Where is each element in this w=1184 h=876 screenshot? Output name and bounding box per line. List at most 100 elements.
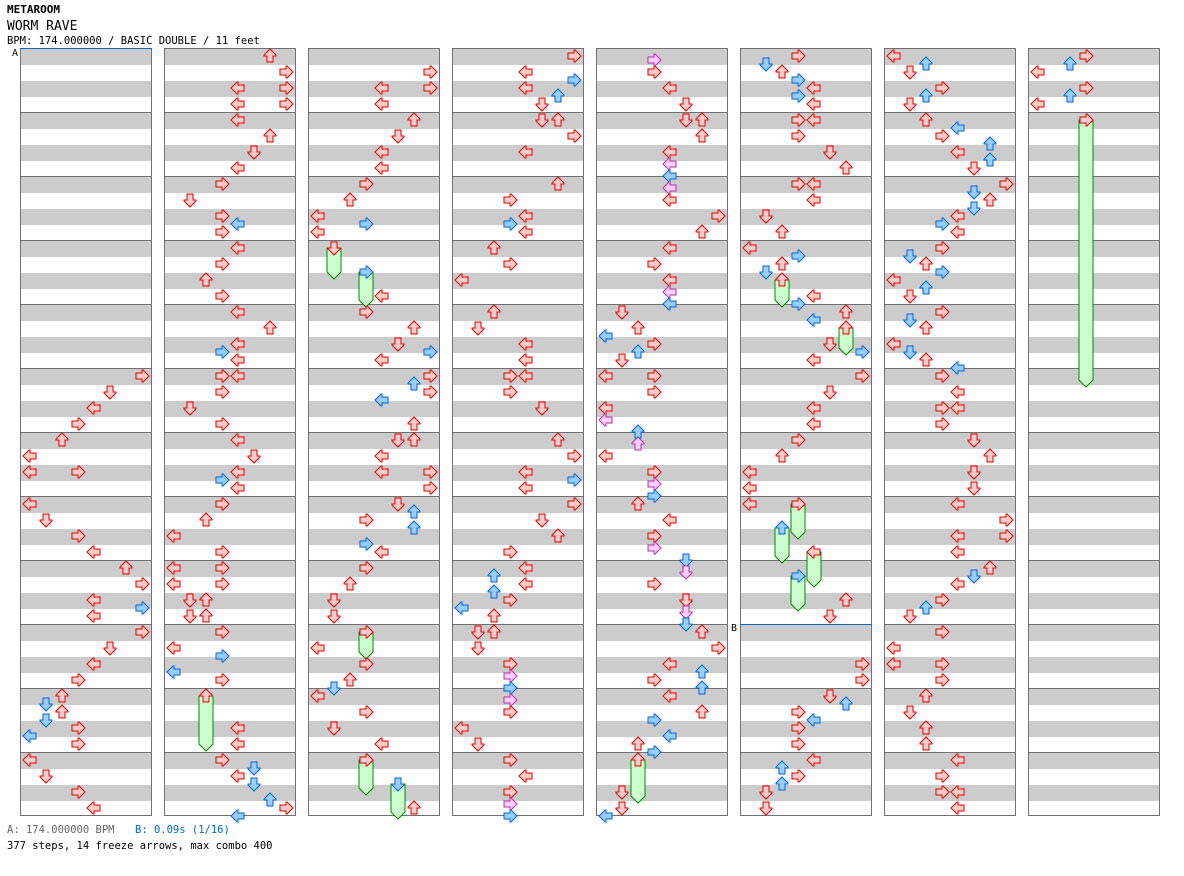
arrow-up-quarter-icon bbox=[695, 624, 709, 639]
arrow-right-quarter-icon bbox=[503, 369, 518, 383]
arrow-up-quarter-icon bbox=[119, 560, 133, 575]
arrow-up-eighth-icon bbox=[407, 520, 421, 535]
arrow-right-eighth-icon bbox=[503, 217, 518, 231]
arrow-left-quarter-icon bbox=[950, 801, 965, 815]
arrow-left-quarter-icon bbox=[310, 209, 325, 223]
arrow-up-quarter-icon bbox=[343, 192, 357, 207]
arrow-left-quarter-icon bbox=[166, 577, 181, 591]
arrow-left-quarter-icon bbox=[806, 289, 821, 303]
arrow-right-eighth-icon bbox=[423, 345, 438, 359]
arrow-right-quarter-icon bbox=[215, 209, 230, 223]
arrow-up-quarter-icon bbox=[775, 64, 789, 79]
arrow-left-sixteenth-icon bbox=[662, 181, 677, 195]
arrow-right-quarter-icon bbox=[423, 465, 438, 479]
arrow-right-eighth-icon bbox=[503, 681, 518, 695]
freeze-arrow-body bbox=[1078, 119, 1094, 388]
arrow-down-eighth-icon bbox=[759, 57, 773, 72]
arrow-left-quarter-icon bbox=[374, 81, 389, 95]
arrow-left-quarter-icon bbox=[86, 609, 101, 623]
arrow-right-quarter-icon bbox=[935, 305, 950, 319]
arrow-left-quarter-icon bbox=[230, 337, 245, 351]
marker-b-label: B bbox=[731, 623, 738, 634]
arrow-right-eighth-icon bbox=[791, 297, 806, 311]
arrow-right-quarter-icon bbox=[791, 49, 806, 63]
arrow-left-quarter-icon bbox=[22, 449, 37, 463]
arrow-down-quarter-icon bbox=[615, 801, 629, 816]
arrow-left-quarter-icon bbox=[230, 97, 245, 111]
arrow-right-quarter-icon bbox=[503, 257, 518, 271]
arrow-up-eighth-icon bbox=[919, 56, 933, 71]
arrow-left-quarter-icon bbox=[886, 337, 901, 351]
arrow-right-quarter-icon bbox=[215, 625, 230, 639]
arrow-up-quarter-icon bbox=[919, 688, 933, 703]
arrow-up-eighth-icon bbox=[487, 584, 501, 599]
arrow-left-quarter-icon bbox=[950, 497, 965, 511]
arrow-up-quarter-icon bbox=[919, 720, 933, 735]
arrow-up-quarter-icon bbox=[551, 176, 565, 191]
arrow-up-eighth-icon bbox=[1063, 88, 1077, 103]
arrow-down-eighth-icon bbox=[39, 713, 53, 728]
arrow-left-quarter-icon bbox=[230, 305, 245, 319]
arrow-right-quarter-icon bbox=[791, 433, 806, 447]
arrow-down-quarter-icon bbox=[903, 289, 917, 304]
arrow-right-quarter-icon bbox=[135, 369, 150, 383]
arrow-down-eighth-icon bbox=[391, 777, 405, 792]
arrow-right-eighth-icon bbox=[567, 473, 582, 487]
arrow-left-eighth-icon bbox=[950, 121, 965, 135]
arrow-left-quarter-icon bbox=[806, 177, 821, 191]
arrow-down-quarter-icon bbox=[391, 497, 405, 512]
arrow-down-quarter-icon bbox=[39, 513, 53, 528]
arrow-left-eighth-icon bbox=[374, 393, 389, 407]
arrow-right-sixteenth-icon bbox=[503, 797, 518, 811]
arrow-down-quarter-icon bbox=[903, 609, 917, 624]
arrow-right-eighth-icon bbox=[791, 569, 806, 583]
arrow-left-quarter-icon bbox=[310, 641, 325, 655]
arrow-right-quarter-icon bbox=[359, 305, 374, 319]
arrow-down-quarter-icon bbox=[615, 353, 629, 368]
arrow-right-quarter-icon bbox=[791, 129, 806, 143]
arrow-left-quarter-icon bbox=[806, 81, 821, 95]
arrow-left-quarter-icon bbox=[230, 433, 245, 447]
arrow-right-quarter-icon bbox=[71, 465, 86, 479]
arrow-right-quarter-icon bbox=[647, 673, 662, 687]
arrow-right-quarter-icon bbox=[935, 241, 950, 255]
arrow-right-eighth-icon bbox=[647, 713, 662, 727]
arrow-right-quarter-icon bbox=[215, 673, 230, 687]
arrow-up-quarter-icon bbox=[55, 432, 69, 447]
arrow-right-quarter-icon bbox=[71, 721, 86, 735]
arrow-right-quarter-icon bbox=[359, 177, 374, 191]
arrow-down-quarter-icon bbox=[183, 593, 197, 608]
arrow-left-quarter-icon bbox=[806, 97, 821, 111]
arrow-down-quarter-icon bbox=[471, 737, 485, 752]
arrow-left-quarter-icon bbox=[310, 225, 325, 239]
arrow-right-quarter-icon bbox=[647, 369, 662, 383]
arrow-left-quarter-icon bbox=[230, 353, 245, 367]
arrow-up-quarter-icon bbox=[919, 112, 933, 127]
arrow-left-quarter-icon bbox=[230, 81, 245, 95]
arrow-right-quarter-icon bbox=[791, 113, 806, 127]
arrow-left-quarter-icon bbox=[742, 497, 757, 511]
arrow-left-quarter-icon bbox=[454, 273, 469, 287]
arrow-left-quarter-icon bbox=[310, 689, 325, 703]
arrow-right-quarter-icon bbox=[791, 705, 806, 719]
arrow-left-quarter-icon bbox=[166, 561, 181, 575]
arrow-right-eighth-icon bbox=[359, 265, 374, 279]
arrow-right-quarter-icon bbox=[999, 529, 1014, 543]
arrow-left-eighth-icon bbox=[230, 217, 245, 231]
arrow-right-quarter-icon bbox=[215, 385, 230, 399]
arrow-left-quarter-icon bbox=[518, 353, 533, 367]
arrow-right-quarter-icon bbox=[359, 513, 374, 527]
arrow-down-quarter-icon bbox=[823, 145, 837, 160]
arrow-right-eighth-icon bbox=[647, 489, 662, 503]
arrow-left-quarter-icon bbox=[518, 145, 533, 159]
arrow-right-quarter-icon bbox=[935, 625, 950, 639]
arrow-left-quarter-icon bbox=[22, 753, 37, 767]
arrow-down-quarter-icon bbox=[183, 401, 197, 416]
arrow-up-quarter-icon bbox=[631, 320, 645, 335]
arrow-down-quarter-icon bbox=[391, 433, 405, 448]
arrow-right-quarter-icon bbox=[423, 385, 438, 399]
arrow-down-eighth-icon bbox=[247, 777, 261, 792]
arrow-right-eighth-icon bbox=[791, 249, 806, 263]
arrow-down-quarter-icon bbox=[967, 465, 981, 480]
arrow-down-quarter-icon bbox=[471, 321, 485, 336]
